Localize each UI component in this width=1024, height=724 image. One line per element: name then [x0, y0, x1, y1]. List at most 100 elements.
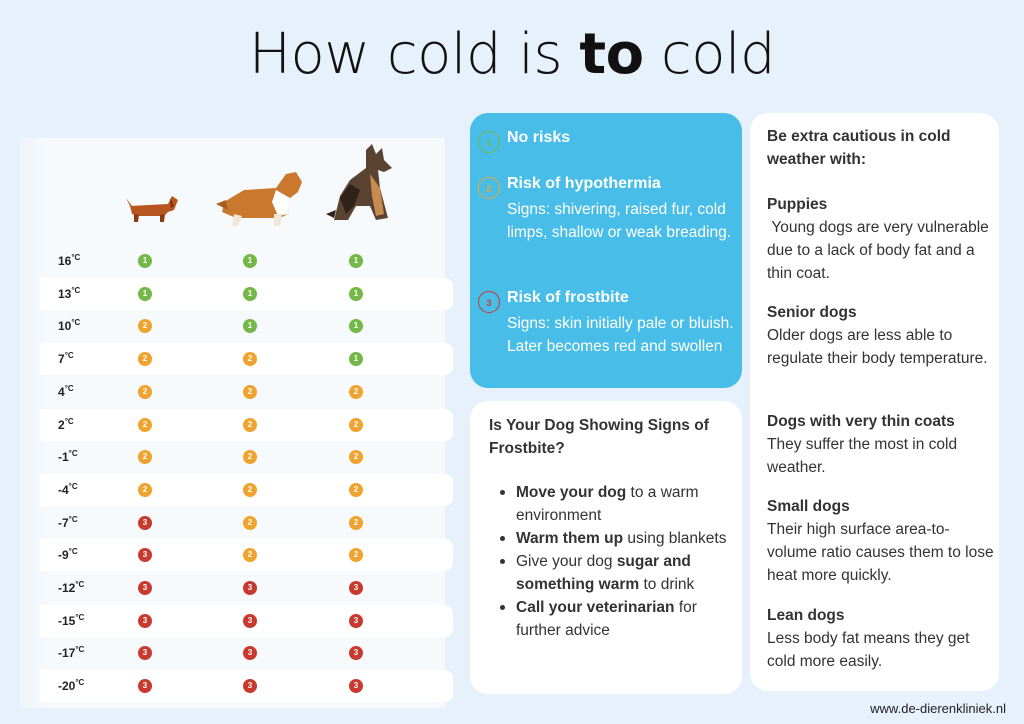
temperature-table: 16°C 1 1 1 13°C 1 1 1 10°C 2 1 1 7°C 2 2 1 4°C 2 2 2 2°C 2 2 2-…	[20, 138, 453, 708]
caution-text: Young dogs are very vulnerable due to a …	[767, 219, 994, 282]
risk-dot: 3	[243, 581, 257, 595]
temperature-label: -20°C	[58, 678, 85, 694]
table-row: -17°C 3 3 3	[40, 637, 453, 669]
risk-dot: 1	[243, 319, 257, 334]
temperature-label: 13°C	[58, 285, 81, 301]
risk-description: Signs: shivering, raised fur, cold limps…	[507, 201, 731, 241]
list-item: Call your veterinarian for further advic…	[498, 596, 738, 642]
caution-heading: Senior dogs	[767, 304, 857, 321]
website-link[interactable]: www.de-dierenkliniek.nl	[870, 701, 1006, 716]
temperature-label: 10°C	[58, 318, 81, 334]
risk-dot: 1	[138, 286, 152, 301]
risk-dot: 2	[138, 482, 152, 497]
temperature-label: -7°C	[58, 514, 78, 530]
table-row: 16°C 1 1 1	[40, 245, 453, 277]
caution-heading: Lean dogs	[767, 607, 845, 624]
table-row: 10°C 2 1 1	[40, 310, 453, 342]
table-row: 7°C 2 2 1	[40, 343, 453, 376]
caution-group-thin-coats: Dogs with very thin coats They suffer th…	[767, 410, 999, 479]
collie-icon	[216, 172, 302, 226]
temperature-label: 16°C	[58, 253, 81, 268]
risk-badge-3: 3	[478, 291, 500, 313]
table-row: 13°C 1 1 1	[40, 277, 453, 310]
risk-dot: 3	[138, 613, 152, 628]
table-row: -12°C 3 3 3	[40, 572, 453, 604]
risk-dot: 2	[243, 450, 257, 465]
table-row: 4°C 2 2 2	[40, 376, 453, 408]
temperature-label: 7°C	[58, 351, 74, 367]
risk-dot: 3	[138, 515, 152, 530]
risk-dot: 2	[243, 384, 257, 399]
dachshund-icon	[126, 196, 178, 222]
risk-dot: 1	[243, 286, 257, 301]
risk-title: Risk of hypothermia	[507, 175, 661, 192]
table-row: -15°C 3 3 3	[40, 604, 453, 637]
table-row: -7°C 3 2 2	[40, 507, 453, 539]
risk-legend-card: 1 No risks 2 Risk of hypothermia Signs: …	[470, 113, 742, 388]
list-item: Move your dog to a warm environment	[498, 481, 738, 527]
risk-dot: 1	[349, 352, 363, 367]
risk-dot: 2	[138, 450, 152, 465]
caution-heading: Small dogs	[767, 498, 850, 515]
temperature-label: 4°C	[58, 383, 74, 399]
risk-dot: 2	[243, 548, 257, 563]
risk-dot: 3	[138, 679, 152, 694]
table-row: -20°C 3 3 3	[40, 670, 453, 703]
risk-dot: 3	[138, 581, 152, 595]
risk-badge-1: 1	[478, 131, 500, 153]
risk-dot: 3	[243, 679, 257, 694]
risk-dot: 2	[349, 417, 363, 432]
caution-text: Less body fat means they get cold more e…	[767, 630, 974, 670]
caution-text: Their high surface area-to-volume ratio …	[767, 521, 998, 584]
risk-dot: 2	[243, 482, 257, 497]
risk-dot: 3	[349, 646, 363, 661]
table-row: -9°C 3 2 2	[40, 539, 453, 572]
risk-title: No risks	[507, 129, 571, 146]
risk-dot: 1	[138, 254, 152, 268]
caution-group-small: Small dogs Their high surface area-to-vo…	[767, 495, 999, 587]
table-row: 2°C 2 2 2	[40, 408, 453, 441]
caution-heading: Dogs with very thin coats	[767, 413, 955, 430]
list-item: Warm them up using blankets	[498, 527, 738, 550]
temperature-label: -9°C	[58, 547, 78, 563]
risk-dot: 3	[138, 646, 152, 661]
risk-dot: 3	[349, 581, 363, 595]
caution-text: Older dogs are less able to regulate the…	[767, 327, 988, 367]
frostbite-list: Move your dog to a warm environment Warm…	[498, 481, 738, 642]
risk-dot: 3	[349, 613, 363, 628]
risk-dot: 2	[349, 548, 363, 563]
temperature-label: -15°C	[58, 612, 85, 628]
risk-badge-2: 2	[478, 177, 500, 199]
risk-dot: 3	[243, 646, 257, 661]
risk-dot: 2	[349, 450, 363, 465]
list-item: Give your dog sugar and something warm t…	[498, 550, 738, 596]
temperature-label: -12°C	[58, 580, 85, 595]
caution-group-lean: Lean dogs Less body fat means they get c…	[767, 604, 999, 673]
risk-dot: 2	[138, 417, 152, 432]
temperature-label: -1°C	[58, 449, 78, 465]
risk-dot: 2	[243, 352, 257, 367]
risk-dot: 3	[138, 548, 152, 563]
risk-dot: 3	[349, 679, 363, 694]
frostbite-title: Is Your Dog Showing Signs of Frostbite?	[489, 417, 709, 457]
risk-dot: 2	[243, 515, 257, 530]
risk-dot: 2	[349, 482, 363, 497]
temperature-label: 2°C	[58, 416, 74, 432]
risk-dot: 1	[349, 319, 363, 334]
risk-dot: 2	[138, 384, 152, 399]
caution-title: Be extra cautious in cold weather with:	[767, 128, 951, 168]
page-title: How cold is to cold	[248, 22, 776, 87]
risk-dot: 2	[138, 319, 152, 334]
caution-card: Be extra cautious in cold weather with: …	[750, 113, 999, 691]
table-row: -4°C 2 2 2	[40, 473, 453, 506]
risk-dot: 2	[349, 384, 363, 399]
table-row: -1°C 2 2 2	[40, 441, 453, 473]
temperature-label: -4°C	[58, 481, 78, 497]
risk-dot: 3	[243, 613, 257, 628]
risk-dot: 2	[243, 417, 257, 432]
frostbite-card: Is Your Dog Showing Signs of Frostbite? …	[470, 401, 742, 694]
risk-dot: 1	[243, 254, 257, 268]
risk-title: Risk of frostbite	[507, 289, 629, 306]
caution-heading: Puppies	[767, 196, 828, 213]
temperature-label: -17°C	[58, 645, 85, 661]
